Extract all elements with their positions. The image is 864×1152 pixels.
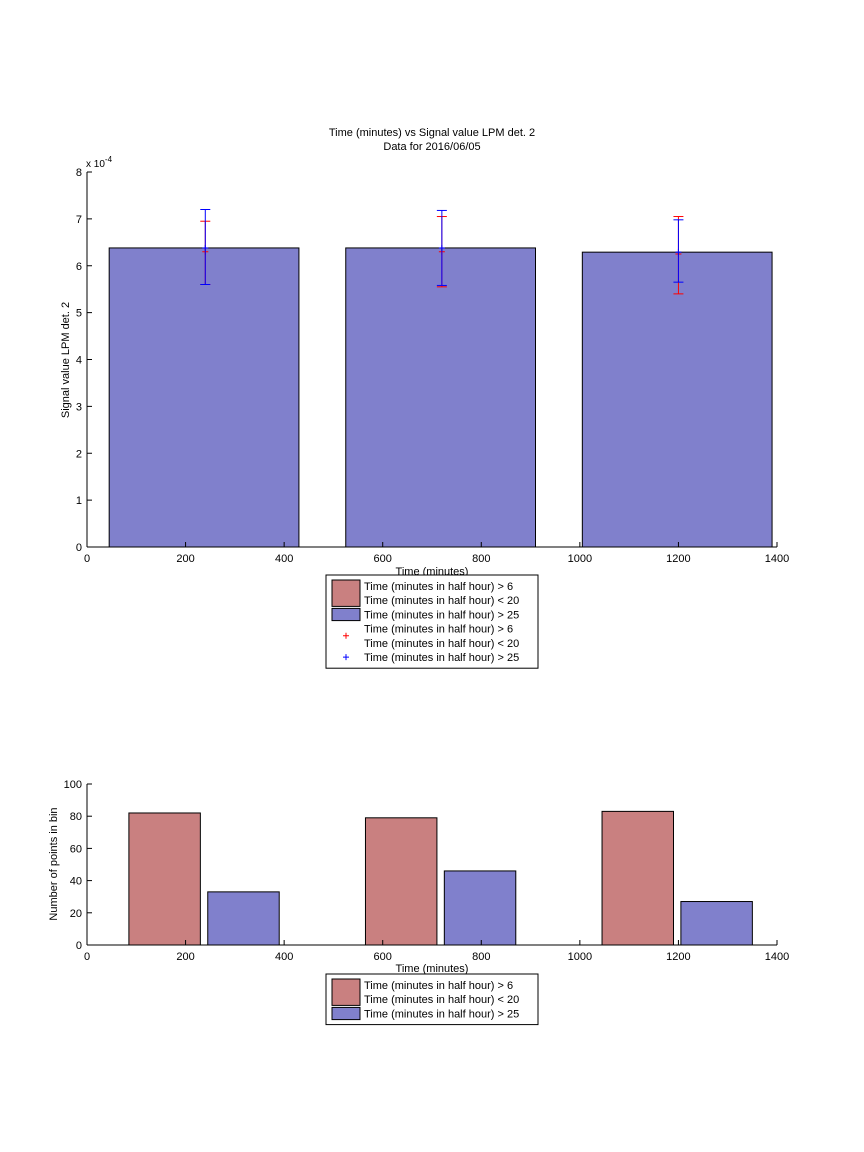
y-tick-label: 8 [76, 167, 82, 179]
signal-chart-title: Time (minutes) vs Signal value LPM det. … [329, 127, 535, 139]
count-bar [128, 812, 201, 946]
x-tick-label: 800 [472, 553, 490, 565]
count-bar [680, 901, 753, 946]
errorbar-marker [675, 249, 682, 256]
signal-bar [108, 247, 300, 548]
x-tick-label: 1400 [765, 951, 789, 963]
y-tick-label: 6 [76, 261, 82, 273]
signal-chart: Time (minutes) vs Signal value LPM det. … [60, 127, 789, 669]
legend-swatch [331, 978, 361, 1006]
signal-chart-exponent: x 10-4 [86, 155, 113, 170]
x-tick-label: 800 [472, 951, 490, 963]
y-tick-label: 60 [70, 843, 82, 855]
y-tick-label: 0 [76, 542, 82, 554]
y-tick-label: 1 [76, 495, 82, 507]
y-tick-label: 2 [76, 448, 82, 460]
x-tick-label: 200 [176, 553, 194, 565]
x-tick-label: 0 [84, 951, 90, 963]
errorbar-marker [202, 244, 209, 251]
x-tick-label: 1200 [666, 951, 690, 963]
count-chart: 0 200 400 600 800 1000 1200 1400 0 20 40 60 80 100 Ti… [48, 779, 789, 1026]
x-tick-label: 1000 [568, 553, 592, 565]
count-bar [443, 870, 517, 946]
signal-chart-subtitle: Data for 2016/06/05 [383, 141, 480, 153]
x-tick-label: 600 [374, 951, 392, 963]
y-tick-label: 4 [76, 355, 82, 367]
signal-chart-ylabel: Signal value LPM det. 2 [60, 302, 72, 418]
legend-label: Time (minutes in half hour) > 6 [364, 624, 513, 636]
y-tick-label: 80 [70, 811, 82, 823]
y-tick-label: 5 [76, 308, 82, 320]
legend-swatch [331, 1006, 361, 1021]
legend-swatch [331, 579, 361, 607]
signal-bar [345, 247, 536, 548]
y-tick-label: 20 [70, 908, 82, 920]
signal-chart-exponent-power: -4 [105, 155, 113, 164]
y-tick-label: 100 [64, 779, 82, 791]
x-tick-label: 1400 [765, 553, 789, 565]
y-tick-label: 3 [76, 401, 82, 413]
count-bar [207, 891, 280, 946]
y-tick-label: 40 [70, 876, 82, 888]
x-tick-label: 0 [84, 553, 90, 565]
legend-box [325, 973, 539, 1026]
legend-label: Time (minutes in half hour) < 20 [364, 595, 519, 607]
legend-label: Time (minutes in half hour) > 25 [364, 1008, 519, 1020]
x-tick-label: 400 [275, 951, 293, 963]
x-tick-label: 1000 [568, 951, 592, 963]
y-tick-label: 0 [76, 940, 82, 952]
errorbar-marker [438, 244, 445, 251]
count-bar [364, 817, 438, 946]
legend-box [325, 574, 539, 669]
signal-chart-exponent-base: x 10 [86, 159, 105, 170]
legend-swatch [331, 607, 361, 622]
legend-marker [343, 654, 349, 661]
count-chart-xlabel: Time (minutes) [396, 963, 469, 975]
count-bar [601, 810, 674, 946]
count-chart-ylabel: Number of points in bin [48, 807, 60, 920]
legend-marker [343, 632, 349, 639]
x-tick-label: 600 [374, 553, 392, 565]
legend-label: Time (minutes in half hour) > 6 [364, 980, 513, 992]
legend-label: Time (minutes in half hour) > 25 [364, 652, 519, 664]
x-tick-label: 1200 [666, 553, 690, 565]
legend-label: Time (minutes in half hour) < 20 [364, 994, 519, 1006]
legend-label: Time (minutes in half hour) > 25 [364, 609, 519, 621]
y-tick-label: 7 [76, 214, 82, 226]
signal-bar [581, 251, 773, 548]
x-tick-label: 200 [176, 951, 194, 963]
legend-label: Time (minutes in half hour) < 20 [364, 638, 519, 650]
legend-label: Time (minutes in half hour) > 6 [364, 581, 513, 593]
x-tick-label: 400 [275, 553, 293, 565]
